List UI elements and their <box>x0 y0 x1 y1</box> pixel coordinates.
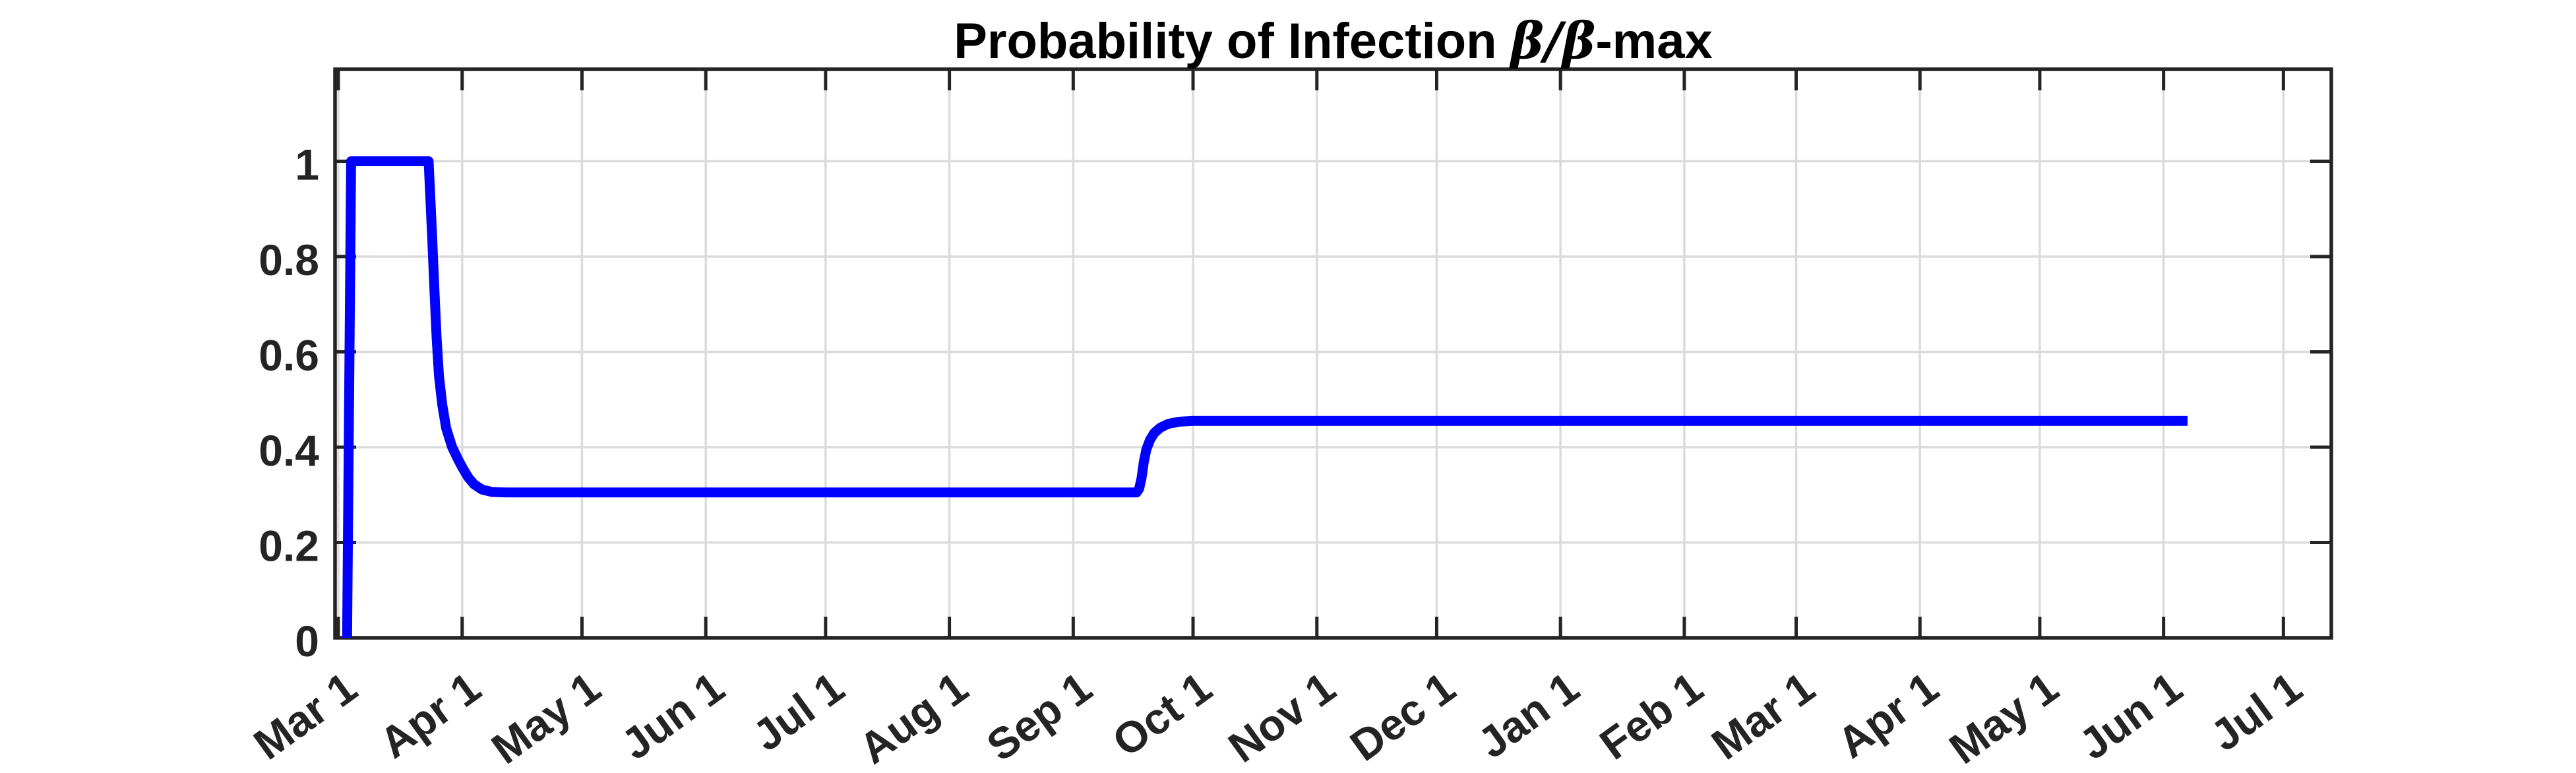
y-tick-label: 0 <box>295 617 319 665</box>
gridlines <box>335 69 2331 638</box>
title-text-segment: Probability of Infection <box>954 13 1510 69</box>
chart-title: Probability of Infection β/β-max <box>954 11 1713 70</box>
y-tick-label: 1 <box>295 140 319 189</box>
title-text-segment: -max <box>1595 13 1712 69</box>
series-line-probability-of-infection <box>342 156 2188 638</box>
y-tick-label: 0.4 <box>259 426 319 475</box>
y-tick-label: 0.6 <box>259 331 319 380</box>
title-math-segment: β/β <box>1509 11 1596 70</box>
y-tick-labels: 0 0.2 0.4 0.6 0.8 1 <box>259 140 319 665</box>
y-tick-label: 0.2 <box>259 522 319 571</box>
y-tick-label: 0.8 <box>259 235 319 284</box>
